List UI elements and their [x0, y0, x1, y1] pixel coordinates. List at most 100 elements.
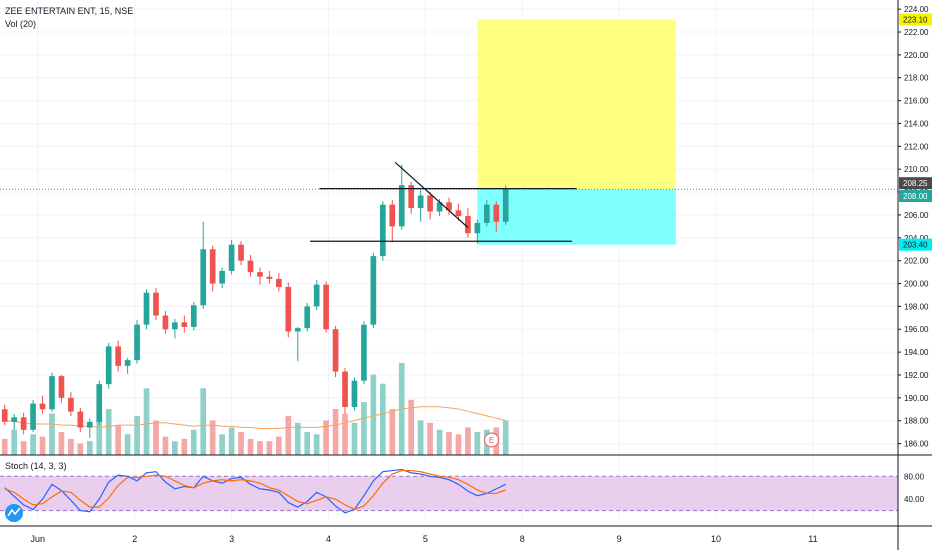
stoch-d-line	[4, 469, 506, 511]
volume-bar	[86, 441, 93, 455]
volume-bar	[58, 432, 65, 455]
volume-legend[interactable]: Vol (20)	[5, 19, 37, 29]
volume-bar	[1, 438, 8, 455]
time-tick-label: 3	[229, 534, 234, 544]
candle-body	[370, 256, 377, 325]
volume-bar	[181, 438, 188, 455]
candle-body	[228, 244, 235, 271]
volume-bar	[257, 441, 263, 455]
volume-bar	[219, 434, 225, 455]
volume-bar	[162, 436, 169, 455]
candle-body	[153, 292, 159, 316]
time-tick-label: 2	[132, 534, 137, 544]
time-tick-label: 10	[711, 534, 721, 544]
price-tick-label: 220.00	[904, 51, 929, 60]
candle-body	[342, 371, 348, 407]
volume-bar	[276, 436, 282, 455]
candle-body	[200, 249, 207, 306]
price-tick-label: 186.00	[904, 440, 929, 449]
candle-body	[361, 324, 367, 381]
volume-bar	[247, 438, 254, 455]
price-badge	[899, 238, 932, 251]
price-tick-label: 200.00	[904, 280, 929, 289]
logo-glyph-icon	[7, 507, 21, 517]
candle-body	[465, 216, 471, 234]
volume-bar	[323, 420, 329, 455]
candle-body	[332, 329, 339, 372]
candle-body	[86, 421, 93, 428]
candle-body	[190, 305, 197, 327]
stoch-tick-label: 40.00	[904, 495, 925, 504]
stoch-tick-label: 80.00	[904, 472, 925, 481]
volume-bar	[379, 383, 386, 455]
trendlines[interactable]: E	[310, 161, 577, 448]
price-badge	[899, 190, 932, 203]
candle-body	[389, 204, 396, 227]
time-tick-label: 5	[423, 534, 428, 544]
volume-bar	[304, 432, 311, 455]
candle-body	[483, 204, 490, 223]
price-badge	[899, 177, 932, 190]
volume-bar	[172, 441, 178, 455]
time-tick-label: Jun	[31, 534, 46, 544]
time-tick-label: 11	[808, 534, 817, 544]
price-tick-label: 214.00	[904, 119, 929, 128]
volume-bar	[408, 399, 415, 455]
candle-body	[30, 403, 36, 430]
candle-body	[20, 417, 27, 430]
volume-bar	[502, 420, 509, 455]
price-tick-label: 190.00	[904, 394, 929, 403]
candle-body	[474, 222, 481, 234]
price-tick-label: 206.00	[904, 211, 929, 220]
candle-body	[304, 306, 311, 329]
volume-bar	[417, 420, 424, 455]
candle-body	[124, 360, 131, 366]
candle-body	[446, 202, 452, 211]
price-tick-label: 204.00	[904, 234, 929, 243]
price-badge-label: 208.00	[903, 192, 928, 201]
volume-bar	[11, 429, 18, 455]
earnings-marker	[484, 432, 500, 448]
volume-bar	[134, 415, 140, 455]
price-tick-label: 210.00	[904, 165, 929, 174]
volume-bar	[474, 432, 481, 455]
candle-body	[379, 204, 386, 257]
volume-bar	[20, 441, 27, 455]
symbol-legend[interactable]: ZEE ENTERTAIN ENT, 15, NSE	[5, 6, 134, 16]
candle-body	[162, 315, 169, 330]
volume-bar	[455, 434, 462, 455]
candle-body	[398, 185, 405, 227]
price-badge-label: 203.40	[903, 241, 928, 250]
stoch-legend[interactable]: Stoch (14, 3, 3)	[5, 461, 67, 471]
volume-bar	[124, 434, 131, 455]
candle-body	[49, 376, 55, 410]
stoch-band	[0, 476, 898, 511]
candle-body	[219, 270, 225, 284]
price-tick-label: 224.00	[904, 5, 929, 14]
volume-bar	[313, 434, 320, 455]
candle-body	[181, 322, 188, 327]
volume-bar	[266, 441, 273, 455]
volume-bar	[370, 374, 377, 455]
price-badges: 223.10 208.25 208.00 203.40	[899, 13, 932, 251]
price-tick-label: 192.00	[904, 371, 929, 380]
volume-bar	[294, 422, 301, 455]
candle-body	[134, 324, 140, 361]
volume-bar	[351, 422, 358, 455]
candle-body	[68, 397, 74, 412]
volume-bar	[465, 427, 471, 455]
candle-body	[285, 286, 292, 332]
candle-body	[209, 249, 216, 284]
candle-body	[502, 188, 509, 222]
candle-body	[238, 244, 244, 261]
position-tool[interactable]	[477, 19, 676, 245]
candle-body	[294, 328, 301, 332]
price-tick-label: 198.00	[904, 302, 929, 311]
volume-bars	[1, 363, 509, 455]
candle-body	[436, 202, 443, 212]
target-zone	[477, 19, 676, 190]
price-badge	[899, 13, 932, 26]
candle-body	[247, 260, 254, 273]
